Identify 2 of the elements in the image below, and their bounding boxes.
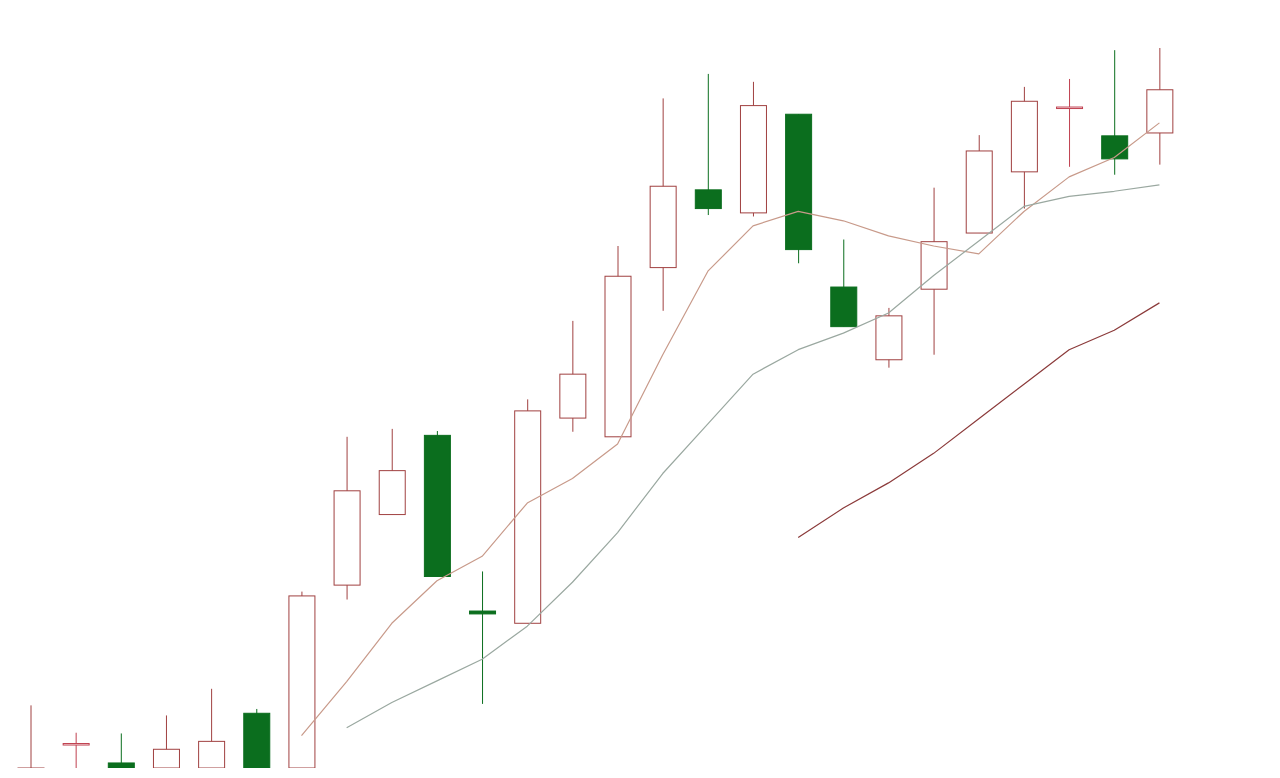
candlestick [1056,78,1084,168]
candlestick [469,570,497,705]
